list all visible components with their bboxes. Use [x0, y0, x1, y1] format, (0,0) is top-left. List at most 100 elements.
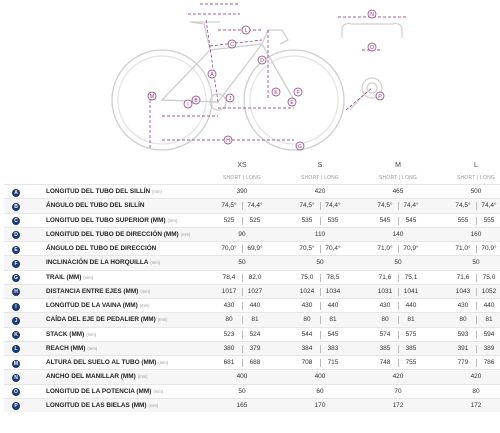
value-cell-long: 525	[249, 216, 261, 224]
value-cell-long: 81	[251, 316, 259, 324]
value-cell: 170	[314, 401, 326, 409]
row-letter-badge: J	[12, 316, 20, 325]
row-unit: (mm)	[139, 303, 150, 308]
row-unit: (mm)	[180, 231, 191, 237]
row-letter-badge: N	[12, 373, 20, 382]
value-cell-short: 75,0	[300, 273, 314, 281]
geometry-row-l: L REACH (MM) (mm) 380 379 384 383 385 385 391 389	[4, 340, 500, 355]
row-unit: (mm)	[86, 331, 96, 337]
row-label-text: DISTANCIA ENTRE EJES (MM)	[46, 287, 139, 295]
value-cell-short: 708	[301, 359, 313, 366]
value-cell: 172	[392, 401, 404, 409]
value-cell: 390	[236, 188, 248, 195]
row-label: DISTANCIA ENTRE EJES (MM) (mm)	[46, 288, 150, 295]
value-separator	[320, 359, 321, 367]
row-letter-badge: D	[12, 231, 20, 240]
value-cell-long: 440	[483, 302, 495, 309]
value-separator	[476, 302, 477, 310]
row-label: CAÍDA DEL EJE DE PEDALIER (MM) (mm)	[46, 316, 167, 323]
geometry-row-f: F INCLINACIÓN DE LA HORQUILLA (mm) 50 50 50 50	[4, 255, 500, 270]
value-cell-short: 779	[457, 359, 469, 366]
value-cell: 400	[314, 373, 326, 381]
value-cell: 90	[238, 230, 246, 238]
diagram-marker-g	[295, 141, 305, 151]
value-separator	[320, 287, 321, 296]
value-cell-short: 430	[301, 302, 313, 309]
value-cell-short: 380	[223, 344, 235, 352]
size-header-m: M	[395, 162, 401, 169]
value-cell-long: 81	[485, 316, 493, 324]
geometry-row-e: E ÁNGULO DEL TUBO DE DIRECCIÓN 70,0° 69,9° 7…	[4, 241, 500, 255]
size-header-xs: XS	[237, 162, 247, 169]
geometry-row-k: K STACK (MM) (mm) 523 524 544 545 574 575 593 594	[4, 326, 500, 341]
size-header-l: L	[474, 162, 478, 169]
value-cell-long: 575	[405, 330, 417, 338]
diagram-marker-label: L	[245, 28, 248, 34]
row-label-text: LONGITUD DE LA VAINA (MM)	[46, 302, 138, 309]
value-cell-short: 71,6	[456, 273, 470, 281]
value-cell-long: 440	[327, 302, 339, 309]
value-cell-short: 74,5°	[455, 202, 471, 210]
row-label: ALTURA DEL SUELO AL TUBO (MM) (mm)	[46, 359, 168, 366]
diagram-marker-label: O	[370, 45, 374, 51]
row-letter-badge: A	[12, 188, 20, 197]
value-separator	[320, 302, 321, 310]
value-cell-short: 385	[379, 344, 391, 352]
value-cell-long: 1041	[403, 287, 419, 295]
row-label: ÁNGULO DEL TUBO DEL SILLÍN	[46, 202, 144, 209]
value-cell: 420	[470, 373, 482, 381]
diagram-marker-label: E	[290, 100, 294, 106]
value-cell-short: 545	[379, 216, 391, 224]
short-long-label-m: SHORT | LONG	[379, 175, 417, 181]
value-cell-long: 81	[407, 316, 415, 324]
diagram-marker-o	[367, 42, 377, 52]
value-cell-short: 1031	[377, 287, 393, 295]
row-label-text: LONGITUD DEL TUBO DEL SILLÍN	[46, 188, 151, 195]
value-cell-short: 681	[223, 359, 235, 366]
value-cell-short: 523	[223, 330, 235, 338]
size-header-row: XS S M L	[4, 160, 500, 174]
diagram-marker-label: F	[296, 90, 299, 96]
row-unit: (mm)	[158, 360, 169, 365]
value-separator	[476, 330, 477, 339]
value-cell-short: 430	[379, 302, 391, 309]
row-unit: (mm)	[83, 274, 94, 280]
value-cell-long: 545	[327, 330, 339, 338]
value-separator	[476, 287, 477, 296]
value-separator	[320, 344, 321, 353]
value-separator	[398, 316, 399, 325]
row-letter-badge: E	[12, 245, 20, 254]
value-cell-long: 379	[249, 344, 261, 352]
value-cell-short: 70,0°	[221, 245, 237, 252]
value-cell-short: 71,0°	[377, 245, 393, 252]
value-cell-short: 535	[301, 216, 313, 224]
row-label-text: STACK (MM)	[46, 330, 85, 338]
row-label-text: ÁNGULO DEL TUBO DE DIRECCIÓN	[46, 245, 157, 252]
value-separator	[476, 202, 477, 211]
value-cell: 80	[472, 387, 480, 395]
geometry-row-o: O LONGITUD DE LA POTENCIA (MM) (mm) 50 60 70 8…	[4, 383, 500, 398]
geometry-row-h: H DISTANCIA ENTRE EJES (MM) (mm) 1017 1027 10…	[4, 283, 500, 298]
row-label: REACH (MM) (mm)	[46, 345, 97, 352]
short-long-subheader-row: SHORT | LONG SHORT | LONG SHORT | LONG S…	[4, 174, 500, 184]
value-cell-long: 75,1	[404, 273, 418, 281]
short-long-label-xs: SHORT | LONG	[223, 175, 261, 181]
value-cell-long: 389	[483, 344, 495, 352]
value-cell-long: 555	[483, 216, 495, 224]
value-separator	[242, 344, 243, 353]
value-cell: 165	[236, 401, 248, 409]
value-cell: 420	[392, 373, 404, 381]
value-separator	[320, 216, 321, 225]
value-cell-long: 70,4°	[325, 245, 341, 252]
value-cell-long: 81	[329, 316, 337, 324]
value-cell-short: 384	[301, 344, 313, 352]
row-letter-badge: C	[12, 217, 20, 225]
row-label: ANCHO DEL MANILLAR (MM) (mm)	[46, 373, 147, 380]
diagram-marker-label: M	[150, 94, 154, 100]
value-cell-short: 430	[223, 302, 235, 309]
value-cell-short: 525	[223, 216, 235, 224]
value-cell-long: 1034	[325, 287, 341, 295]
value-cell-short: 555	[457, 216, 469, 224]
row-letter-badge: F	[12, 259, 20, 268]
value-cell-long: 69,9°	[247, 245, 263, 252]
